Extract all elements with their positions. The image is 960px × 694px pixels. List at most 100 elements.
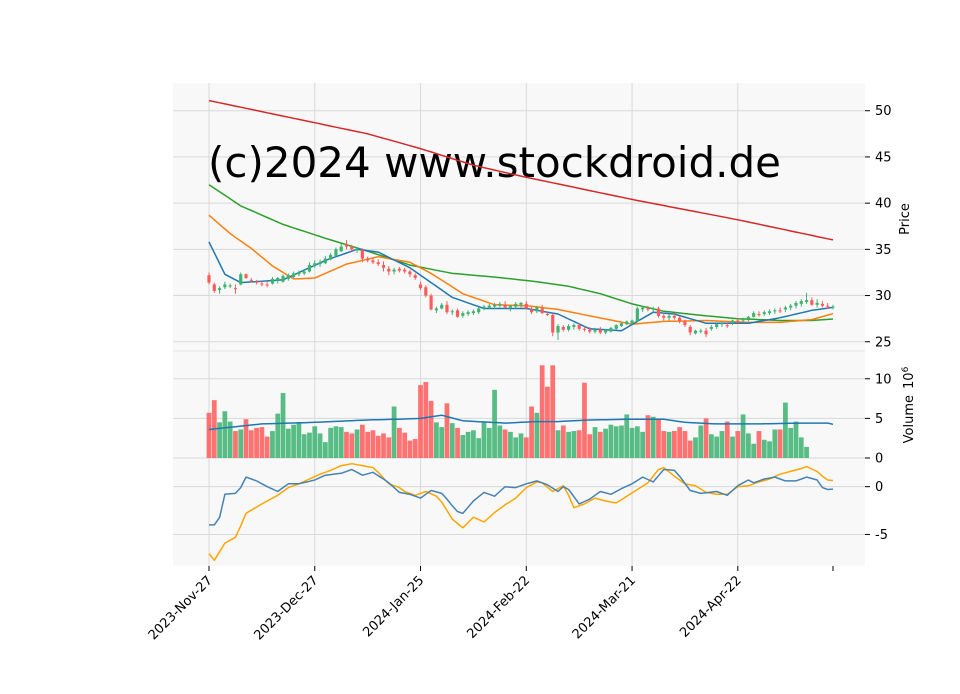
candle-body xyxy=(440,304,444,309)
volume-bar xyxy=(777,429,783,458)
candle-body xyxy=(466,312,470,315)
price-y-axis-label: Price xyxy=(898,203,913,235)
volume-bar xyxy=(613,426,619,458)
candle-body xyxy=(408,271,412,275)
candle-body xyxy=(789,305,793,308)
candle-body xyxy=(228,285,232,287)
candle-body xyxy=(609,327,613,332)
volume-label-exp: 10 xyxy=(902,372,917,389)
candle-body xyxy=(307,265,312,272)
volume-bar xyxy=(788,427,794,458)
macd-y-tick-label: -5 xyxy=(875,528,888,543)
candle-body xyxy=(429,295,433,310)
volume-bar xyxy=(222,411,228,458)
watermark-text: (c)2024 www.stockdroid.de xyxy=(208,138,781,187)
volume-bar xyxy=(333,426,339,458)
candle-body xyxy=(730,320,735,324)
candle-body xyxy=(767,311,772,314)
candle-body xyxy=(292,273,296,278)
candle-body xyxy=(323,258,327,264)
volume-bar xyxy=(217,422,222,458)
candle-body xyxy=(445,304,449,313)
volume-bar xyxy=(423,381,429,458)
candle-body xyxy=(329,254,333,260)
volume-bar xyxy=(513,437,519,458)
volume-bar xyxy=(471,430,476,458)
volume-bar xyxy=(338,427,344,458)
volume-bar xyxy=(798,437,804,458)
candle-body xyxy=(693,330,698,334)
volume-bar xyxy=(285,428,291,458)
volume-bar xyxy=(328,427,334,458)
candle-body xyxy=(715,324,719,327)
candle-body xyxy=(376,262,380,265)
volume-bar xyxy=(402,432,408,458)
volume-bar xyxy=(592,427,598,458)
candle-body xyxy=(355,249,359,251)
candle-body xyxy=(270,278,275,284)
volume-bar xyxy=(248,430,254,458)
candle-body xyxy=(450,311,454,313)
candle-body xyxy=(625,321,629,325)
candle-body xyxy=(413,275,417,278)
volume-bar xyxy=(767,441,772,458)
volume-bar xyxy=(772,429,778,458)
candle-body xyxy=(339,246,343,252)
volume-bar xyxy=(682,431,688,458)
volume-bar xyxy=(280,393,286,458)
candle-body xyxy=(540,308,544,314)
candle-body xyxy=(598,329,602,333)
candle-body xyxy=(424,287,428,296)
volume-bar xyxy=(560,425,566,458)
volume-bar xyxy=(693,437,698,458)
volume-bar xyxy=(550,365,556,458)
price-y-tick-label: 50 xyxy=(875,104,892,119)
candle-body xyxy=(318,262,322,265)
volume-bar xyxy=(233,431,238,458)
candle-body xyxy=(614,325,618,329)
volume-bar xyxy=(518,433,524,458)
volume-bar xyxy=(386,437,392,458)
volume-bar xyxy=(428,400,434,458)
candle-body xyxy=(381,265,386,268)
candle-body xyxy=(746,316,750,319)
volume-bar xyxy=(523,437,529,458)
candle-body xyxy=(688,326,692,333)
candle-body xyxy=(360,250,364,259)
candle-body xyxy=(334,249,338,256)
volume-bar xyxy=(566,431,571,458)
candle-body xyxy=(757,314,761,316)
candle-body xyxy=(244,274,248,278)
candle-body xyxy=(477,308,481,313)
candle-body xyxy=(741,318,745,321)
volume-bar xyxy=(534,412,540,458)
candle-body xyxy=(434,308,438,311)
candle-body xyxy=(752,313,756,317)
candle-body xyxy=(297,272,301,275)
candle-body xyxy=(551,314,555,333)
volume-bar xyxy=(608,424,614,458)
volume-bar xyxy=(571,431,577,458)
volume-bar xyxy=(756,431,762,458)
candle-body xyxy=(492,304,497,307)
candle-body xyxy=(799,301,803,304)
volume-bar xyxy=(270,431,275,458)
volume-bar xyxy=(227,421,233,458)
volume-bar xyxy=(301,434,307,458)
volume-bar xyxy=(370,430,376,458)
macd-line xyxy=(209,468,834,526)
volume-bar xyxy=(793,421,799,458)
candle-body xyxy=(461,313,465,316)
candle-body xyxy=(820,303,825,306)
candle-body xyxy=(699,330,703,332)
volume-bar xyxy=(634,426,640,458)
candle-body xyxy=(255,281,259,283)
candle-body xyxy=(233,288,238,290)
macd-panel-bg xyxy=(173,458,865,566)
volume-bar xyxy=(708,434,714,458)
volume-bar xyxy=(365,431,371,458)
volume-bar xyxy=(418,385,423,458)
volume-bar xyxy=(396,427,402,458)
macd-y-tick-label: 0 xyxy=(875,480,883,495)
volume-bar xyxy=(444,403,450,458)
